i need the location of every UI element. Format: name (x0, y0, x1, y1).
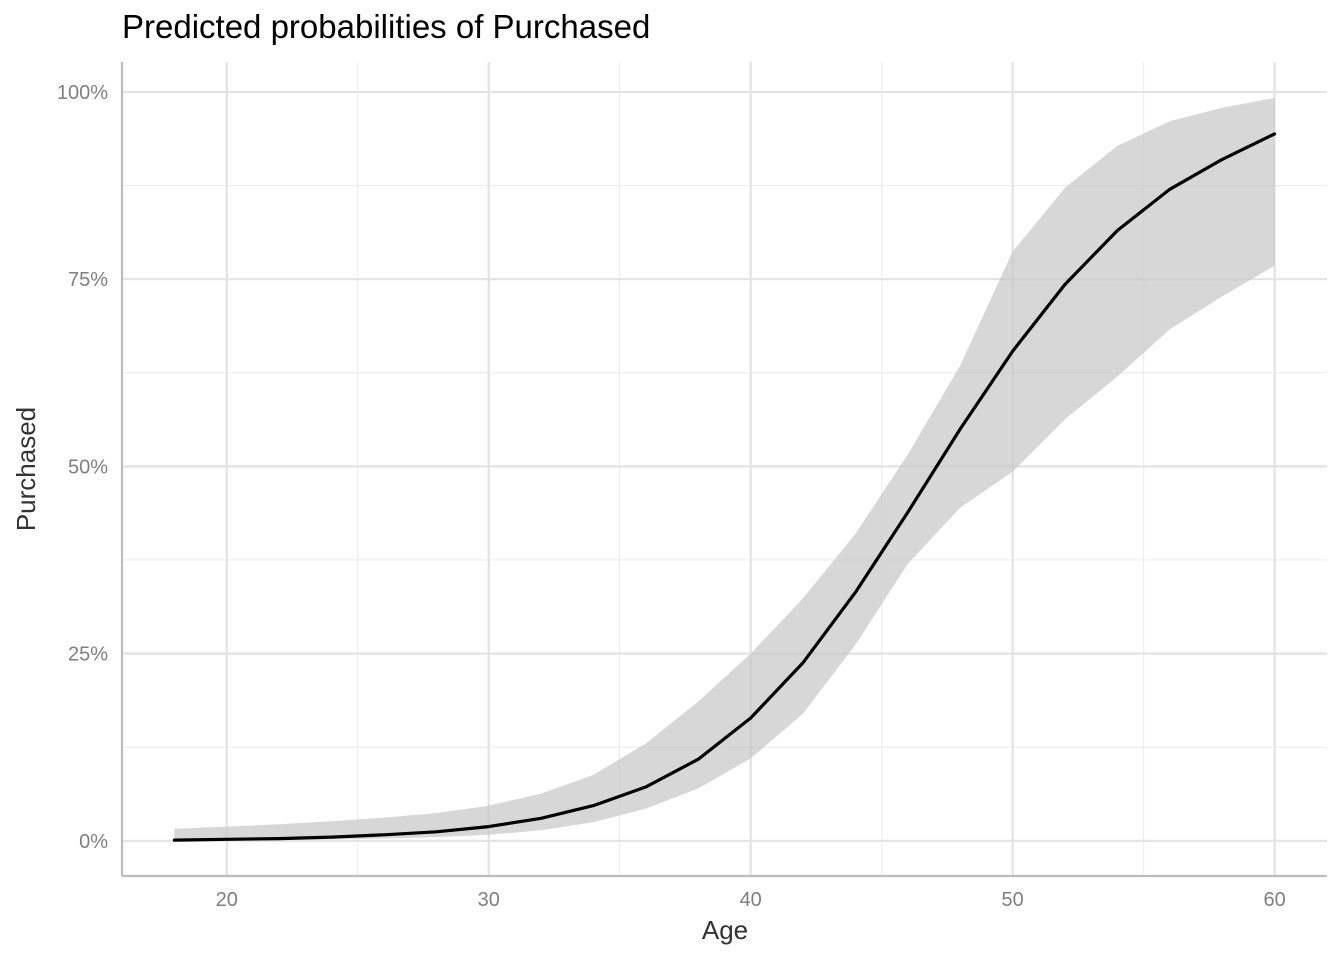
confidence-band (174, 97, 1275, 841)
x-tick-label: 20 (216, 889, 238, 911)
y-tick-label: 0% (79, 831, 108, 853)
x-tick-labels: 20 30 40 50 60 (216, 889, 1286, 911)
prediction-line-layer (172, 132, 1277, 842)
y-tick-label: 25% (68, 644, 108, 666)
confidence-band-layer (174, 97, 1275, 841)
x-axis-title: Age (702, 915, 748, 945)
x-tick-label: 50 (1002, 889, 1024, 911)
y-tick-labels: 0% 25% 50% 75% 100% (57, 82, 108, 853)
y-axis-title: Purchased (11, 407, 41, 531)
x-tick-label: 60 (1263, 889, 1285, 911)
prediction-line (172, 132, 1277, 842)
y-tick-label: 100% (57, 82, 108, 104)
y-tick-label: 75% (68, 269, 108, 291)
chart-title: Predicted probabilities of Purchased (122, 8, 650, 45)
major-gridlines (122, 62, 1327, 876)
x-tick-label: 30 (478, 889, 500, 911)
x-tick-label: 40 (740, 889, 762, 911)
y-tick-label: 50% (68, 456, 108, 478)
